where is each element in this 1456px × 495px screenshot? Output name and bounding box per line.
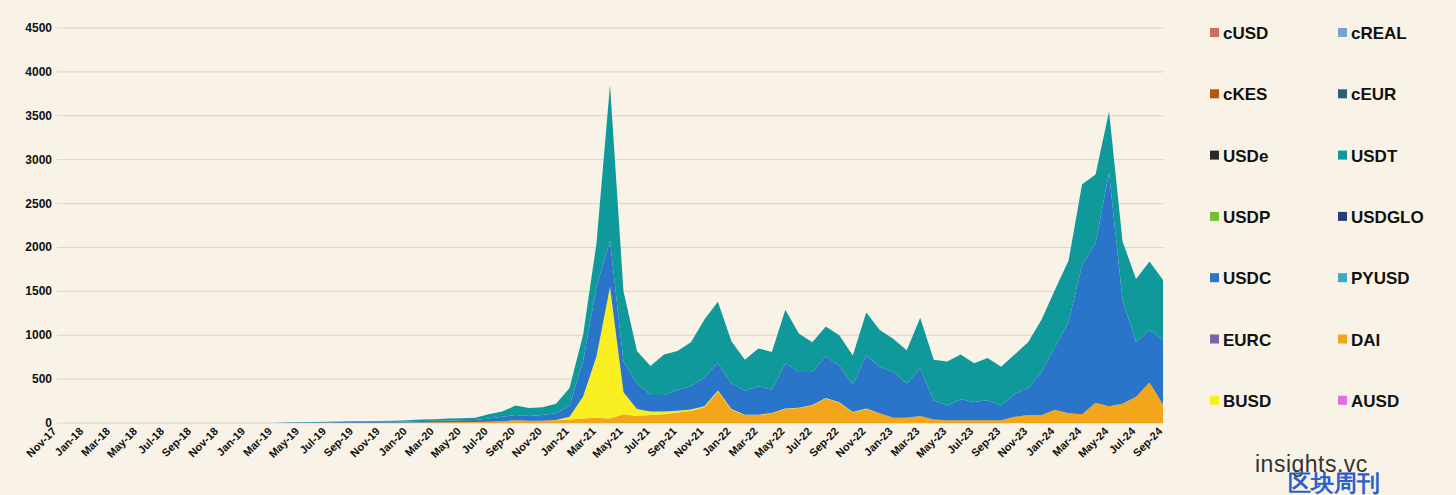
x-tick-label: May-18 xyxy=(104,425,139,460)
legend: cUSD cREAL cKES cEUR USDe USDT USDP USDGLO USDC P… xyxy=(1210,24,1424,411)
legend-label: EURC xyxy=(1223,331,1271,350)
legend-swatch xyxy=(1338,212,1347,221)
legend-label: USDGLO xyxy=(1351,208,1424,227)
y-tick-label: 2500 xyxy=(25,197,52,211)
x-tick-label: Jan-22 xyxy=(700,425,733,458)
legend-swatch xyxy=(1338,89,1347,98)
areas xyxy=(57,85,1163,423)
x-tick-label: May-22 xyxy=(752,425,787,460)
y-tick-label: 1500 xyxy=(25,284,52,298)
grid-line xyxy=(57,71,1163,72)
x-tick-label: Jan-23 xyxy=(862,425,895,458)
background xyxy=(0,0,1456,495)
x-tick-label: Nov-17 xyxy=(24,425,58,459)
legend-swatch xyxy=(1210,212,1219,221)
legend-swatch xyxy=(1210,273,1219,282)
x-tick-label: Nov-19 xyxy=(348,425,382,459)
legend-swatch xyxy=(1338,273,1347,282)
area xyxy=(57,85,1163,423)
x-tick-label: Nov-18 xyxy=(186,425,220,459)
legend-swatch xyxy=(1210,28,1219,37)
grid xyxy=(57,28,1163,423)
legend-swatch xyxy=(1338,28,1347,37)
area xyxy=(57,85,1163,423)
legend-swatch xyxy=(1338,335,1347,344)
legend-label: cEUR xyxy=(1351,85,1396,104)
area xyxy=(57,85,1163,423)
x-tick-label: May-19 xyxy=(266,425,301,460)
legend-label: USDP xyxy=(1223,208,1270,227)
x-tick-label: May-20 xyxy=(428,425,463,460)
legend-label: USDe xyxy=(1223,147,1268,166)
legend-swatch xyxy=(1338,151,1347,160)
x-tick-label: Sep-24 xyxy=(1130,424,1165,459)
legend-label: USDT xyxy=(1351,147,1398,166)
x-tick-label: Nov-22 xyxy=(833,425,867,459)
legend-swatch xyxy=(1210,335,1219,344)
area xyxy=(57,85,1163,423)
legend-label: cREAL xyxy=(1351,24,1407,43)
x-tick-label: May-23 xyxy=(914,425,949,460)
legend-label: AUSD xyxy=(1351,392,1399,411)
watermark: 区块周刊 xyxy=(1288,470,1380,495)
y-tick-label: 3500 xyxy=(25,109,52,123)
grid-line xyxy=(57,28,1163,29)
x-tick-label: May-24 xyxy=(1076,424,1111,459)
area xyxy=(57,85,1163,423)
x-tick-label: Nov-20 xyxy=(510,425,544,459)
y-tick-label: 3000 xyxy=(25,153,52,167)
chart: 050010001500200025003000350040004500Nov-… xyxy=(0,0,1456,495)
legend-label: cUSD xyxy=(1223,24,1268,43)
y-tick-label: 4500 xyxy=(25,21,52,35)
legend-swatch xyxy=(1338,396,1347,405)
x-tick-label: Jan-20 xyxy=(376,425,409,458)
y-tick-label: 2000 xyxy=(25,240,52,254)
x-tick-label: Jan-21 xyxy=(538,425,571,458)
area xyxy=(57,85,1163,423)
legend-label: BUSD xyxy=(1223,392,1271,411)
legend-label: cKES xyxy=(1223,85,1267,104)
legend-label: PYUSD xyxy=(1351,269,1410,288)
y-tick-label: 4000 xyxy=(25,65,52,79)
y-tick-label: 1000 xyxy=(25,328,52,342)
area xyxy=(57,85,1163,423)
area xyxy=(57,85,1163,423)
legend-swatch xyxy=(1210,396,1219,405)
legend-swatch xyxy=(1210,151,1219,160)
x-tick-label: Nov-23 xyxy=(995,425,1029,459)
x-tick-label: Nov-21 xyxy=(671,425,705,459)
area xyxy=(57,85,1163,423)
legend-swatch xyxy=(1210,89,1219,98)
area xyxy=(57,85,1163,423)
x-tick-label: Jan-18 xyxy=(52,425,85,458)
x-tick-label: Jan-19 xyxy=(214,425,247,458)
y-tick-label: 500 xyxy=(32,372,52,386)
legend-label: DAI xyxy=(1351,331,1380,350)
legend-label: USDC xyxy=(1223,269,1271,288)
x-tick-label: May-21 xyxy=(590,425,625,460)
area xyxy=(57,85,1163,423)
